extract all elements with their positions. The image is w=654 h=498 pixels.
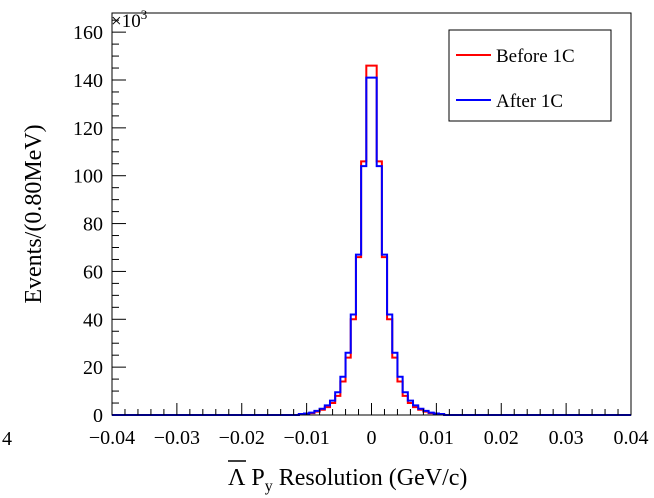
y-tick-label: 0: [93, 405, 103, 427]
y-tick-label: 100: [73, 166, 103, 188]
x-axis-title-symbol: Λ: [228, 465, 246, 491]
y-tick-label: 160: [73, 22, 103, 44]
y-multiplier-exponent: 3: [141, 7, 148, 22]
edge-stub-label: 4: [2, 428, 12, 450]
legend-label-before-1c: Before 1C: [496, 46, 575, 67]
y-multiplier-label: ×103: [111, 7, 147, 32]
x-tick-label: 0.01: [419, 427, 454, 449]
x-tick-label: −0.03: [154, 427, 200, 449]
x-tick-label: −0.02: [219, 427, 265, 449]
legend-box: [448, 29, 612, 122]
y-tick-label: 60: [83, 261, 103, 283]
x-axis-title-variable: P: [251, 465, 264, 491]
y-tick-label: 40: [83, 309, 103, 331]
x-tick-label: 0.04: [614, 427, 649, 449]
x-tick-label: 0.02: [484, 427, 519, 449]
y-tick-label: 80: [83, 214, 103, 236]
x-tick-label: −0.04: [89, 427, 135, 449]
x-tick-label: 0.03: [549, 427, 584, 449]
plot-frame: [111, 12, 632, 416]
x-axis-title-rest: Resolution (GeV/c): [273, 465, 468, 491]
y-tick-label: 20: [83, 357, 103, 379]
y-axis-title: Events/(0.80MeV): [21, 124, 47, 303]
legend-label-after-1c: After 1C: [496, 91, 563, 112]
x-axis-title-subscript: y: [265, 478, 273, 495]
y-tick-label: 140: [73, 70, 103, 92]
legend: Before 1C After 1C: [448, 29, 612, 122]
x-tick-labels: −0.04 −0.03 −0.02 −0.01 0 0.01 0.02 0.03 0.04: [89, 427, 649, 449]
x-tick-label: −0.01: [283, 427, 329, 449]
x-tick-label: 0: [367, 427, 377, 449]
y-multiplier-base: ×10: [111, 11, 141, 32]
x-axis-title: Λ Py Resolution (GeV/c): [228, 465, 467, 495]
y-tick-labels: 0 20 40 60 80 100 120 140 160: [73, 22, 103, 427]
y-tick-label: 120: [73, 118, 103, 140]
